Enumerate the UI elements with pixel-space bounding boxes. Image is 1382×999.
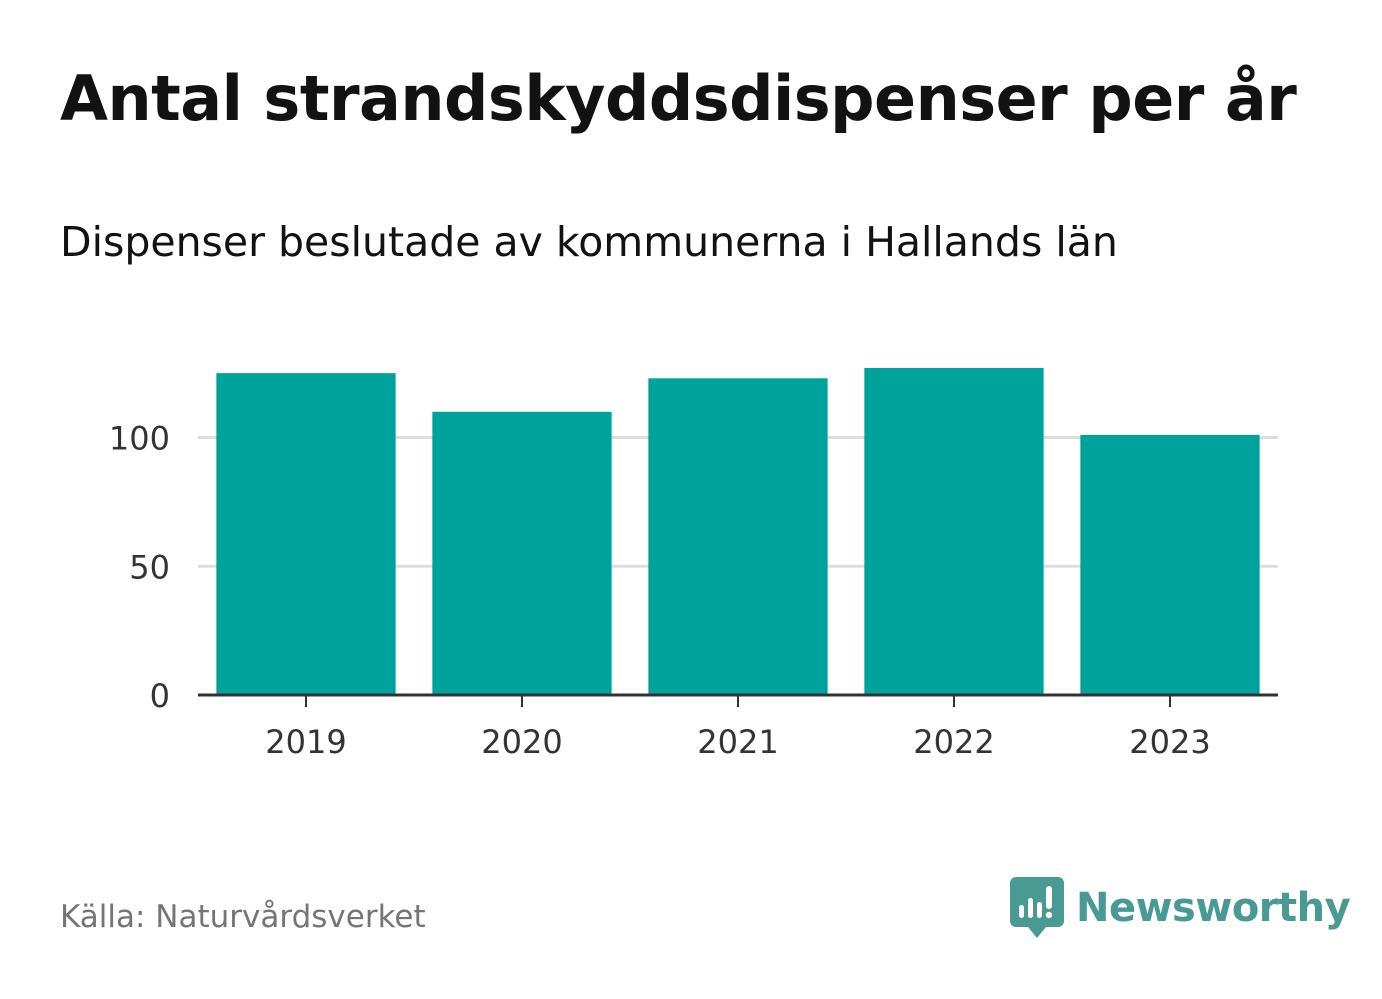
x-tick-label-2023: 2023 (1129, 723, 1210, 761)
y-tick-label-0: 0 (150, 677, 170, 715)
x-tick-label-2021: 2021 (697, 723, 778, 761)
chart-subtitle: Dispenser beslutade av kommunerna i Hall… (60, 218, 1118, 266)
logo-name: Newsworthy (1076, 885, 1351, 931)
y-tick-label-50: 50 (129, 548, 170, 586)
bars (216, 368, 1260, 695)
bar-2021 (648, 378, 828, 695)
chart-title: Antal strandskyddsdispenser per år (60, 62, 1297, 135)
x-tick-label-2020: 2020 (481, 723, 562, 761)
bar-2020 (432, 411, 612, 695)
source-note: Källa: Naturvårdsverket (60, 899, 426, 935)
newsworthy-logo: Newsworthy (1010, 877, 1351, 939)
bar-2023 (1080, 434, 1260, 695)
bar-2019 (216, 373, 396, 695)
bar-2022 (864, 368, 1044, 695)
y-tick-label-100: 100 (109, 420, 170, 458)
bar-chart: 0 50 100 2019 2020 2021 2022 2023 (109, 368, 1278, 761)
axes: 0 50 100 2019 2020 2021 2022 2023 (109, 420, 1278, 761)
newsworthy-logo-icon (1010, 877, 1064, 938)
x-tick-label-2022: 2022 (913, 723, 994, 761)
x-tick-label-2019: 2019 (265, 723, 346, 761)
